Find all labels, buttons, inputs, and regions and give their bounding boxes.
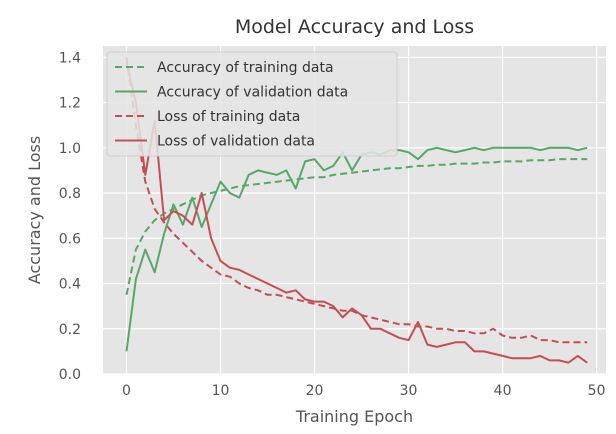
legend-box	[106, 51, 398, 157]
series-line-1	[125, 158, 588, 296]
y-tick-label: 1.2	[59, 96, 81, 112]
series-group	[125, 57, 588, 364]
legend: Accuracy of training data Accuracy of val…	[106, 51, 398, 157]
tick-labels: 0 10 20 30 40 50 0.0 0.2 0.4 0.6 0.8 1.0 1.2 1.4	[59, 50, 606, 399]
x-tick-label: 50	[588, 383, 606, 399]
y-axis-label: Accuracy and Loss	[25, 136, 44, 284]
x-tick-label: 10	[212, 383, 230, 399]
legend-label: Accuracy of training data	[157, 60, 334, 76]
y-tick-label: 0.4	[59, 277, 81, 293]
series-line-2	[125, 146, 588, 352]
legend-label: Loss of training data	[157, 109, 300, 125]
y-tick-label: 1.4	[59, 50, 81, 66]
x-axis-label: Training Epoch	[295, 407, 413, 426]
y-tick-label: 0.2	[59, 322, 81, 338]
chart-title: Model Accuracy and Loss	[235, 16, 474, 38]
y-tick-label: 0.8	[59, 186, 81, 202]
y-tick-label: 0.6	[59, 231, 81, 247]
legend-label: Accuracy of validation data	[157, 85, 348, 101]
series-line-4	[125, 61, 588, 364]
x-tick-label: 40	[494, 383, 512, 399]
y-tick-label: 0.0	[59, 367, 81, 383]
x-tick-label: 0	[122, 383, 131, 399]
x-tick-label: 20	[306, 383, 324, 399]
y-tick-label: 1.0	[59, 141, 81, 157]
x-tick-label: 30	[400, 383, 418, 399]
legend-label: Loss of validation data	[157, 134, 315, 150]
